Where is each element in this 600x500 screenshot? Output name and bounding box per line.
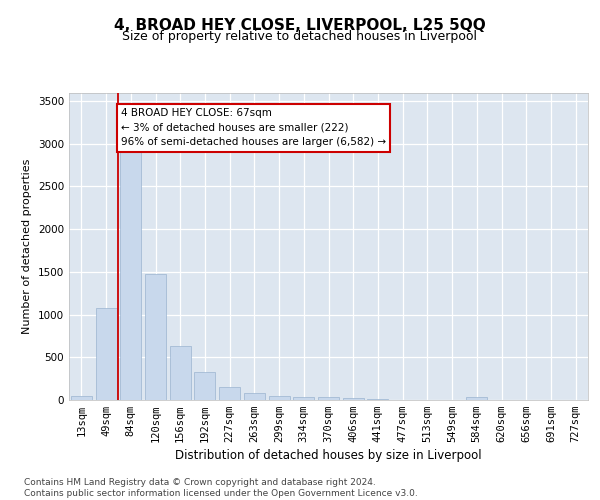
Text: Contains HM Land Registry data © Crown copyright and database right 2024.
Contai: Contains HM Land Registry data © Crown c…	[24, 478, 418, 498]
Text: Size of property relative to detached houses in Liverpool: Size of property relative to detached ho…	[122, 30, 478, 43]
Bar	[120, 152, 141, 400]
Bar	[244, 392, 265, 400]
Bar	[318, 397, 339, 400]
Bar	[466, 398, 487, 400]
Bar	[71, 396, 92, 400]
Bar	[219, 387, 240, 400]
Bar	[343, 398, 364, 400]
X-axis label: Distribution of detached houses by size in Liverpool: Distribution of detached houses by size …	[175, 450, 482, 462]
Bar	[367, 399, 388, 400]
Y-axis label: Number of detached properties: Number of detached properties	[22, 158, 32, 334]
Bar	[145, 274, 166, 400]
Bar	[95, 308, 116, 400]
Bar	[194, 372, 215, 400]
Bar	[293, 396, 314, 400]
Bar	[269, 396, 290, 400]
Text: 4 BROAD HEY CLOSE: 67sqm
← 3% of detached houses are smaller (222)
96% of semi-d: 4 BROAD HEY CLOSE: 67sqm ← 3% of detache…	[121, 108, 386, 148]
Bar	[170, 346, 191, 400]
Text: 4, BROAD HEY CLOSE, LIVERPOOL, L25 5QQ: 4, BROAD HEY CLOSE, LIVERPOOL, L25 5QQ	[114, 18, 486, 32]
